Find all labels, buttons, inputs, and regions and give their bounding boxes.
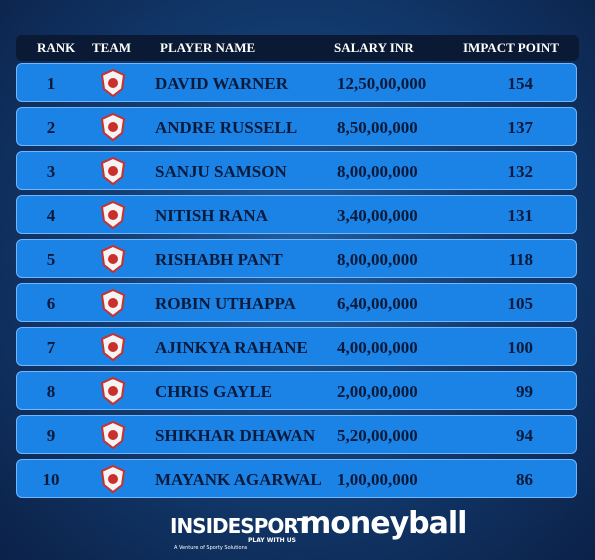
player-name: ROBIN UTHAPPA	[155, 294, 296, 313]
impact-point: 94	[516, 426, 533, 445]
rank: 5	[46, 250, 56, 269]
header-team: TEAM	[92, 40, 131, 55]
brand: INSIDESPORT	[170, 514, 310, 538]
salary: 8,50,00,000	[337, 118, 418, 137]
rank: 2	[46, 118, 56, 137]
rank: 10	[42, 470, 60, 489]
table-row: 10 MAYANK AGARWAL 1,00,00,000 86	[16, 459, 577, 498]
impact-point: 132	[507, 162, 534, 181]
rank: 9	[46, 426, 56, 445]
team-logo	[100, 332, 126, 362]
impact-point: 118	[508, 250, 533, 269]
rank: 6	[46, 294, 56, 313]
rank: 1	[46, 74, 56, 93]
impact-point: 86	[516, 470, 533, 489]
impact-point: 131	[507, 206, 534, 225]
team-logo	[100, 156, 126, 186]
impact-point: 137	[507, 118, 534, 137]
team-logo	[100, 376, 126, 406]
team-logo	[100, 244, 126, 274]
header-player: PLAYER NAME	[160, 40, 256, 55]
salary: 6,40,00,000	[337, 294, 418, 313]
impact-point: 154	[507, 74, 534, 93]
salary: 8,00,00,000	[337, 162, 418, 181]
player-name: SANJU SAMSON	[155, 162, 287, 181]
table-row: 6 ROBIN UTHAPPA 6,40,00,000 105	[16, 283, 577, 322]
header-salary: SALARY INR	[334, 40, 414, 55]
salary: 3,40,00,000	[337, 206, 418, 225]
salary: 5,20,00,000	[337, 426, 418, 445]
player-name: CHRIS GAYLE	[155, 382, 272, 401]
header-rank: RANK	[37, 40, 76, 55]
rank: 8	[46, 382, 56, 401]
table-row: 9 SHIKHAR DHAWAN 5,20,00,000 94	[16, 415, 577, 454]
impact-point: 105	[507, 294, 534, 313]
impact-point: 100	[507, 338, 534, 357]
salary: 1,00,00,000	[337, 470, 418, 489]
table-row: 7 AJINKYA RAHANE 4,00,00,000 100	[16, 327, 577, 366]
tagline: PLAY WITH US	[248, 537, 296, 544]
player-name: MAYANK AGARWAL	[155, 470, 322, 489]
table-row: 5 RISHABH PANT 8,00,00,000 118	[16, 239, 577, 278]
team-logo	[100, 420, 126, 450]
player-name: NITISH RANA	[155, 206, 268, 225]
header-bar: RANK TEAM PLAYER NAME SALARY INR IMPACT …	[16, 35, 579, 61]
team-logo	[100, 200, 126, 230]
team-logo	[100, 68, 126, 98]
team-logo	[100, 288, 126, 318]
salary: 2,00,00,000	[337, 382, 418, 401]
rank: 7	[46, 338, 56, 357]
player-name: DAVID WARNER	[155, 74, 289, 93]
table-row: 8 CHRIS GAYLE 2,00,00,000 99	[16, 371, 577, 410]
partner: moneyball	[300, 506, 467, 541]
player-name: ANDRE RUSSELL	[155, 118, 298, 137]
table-row: 1 DAVID WARNER 12,50,00,000 154	[16, 63, 577, 102]
team-logo	[100, 464, 126, 494]
table-row: 2 ANDRE RUSSELL 8,50,00,000 137	[16, 107, 577, 146]
player-name: SHIKHAR DHAWAN	[155, 426, 316, 445]
rank: 3	[46, 162, 56, 181]
header-impact: IMPACT POINT	[463, 40, 559, 55]
salary: 4,00,00,000	[337, 338, 418, 357]
table-row: 3 SANJU SAMSON 8,00,00,000 132	[16, 151, 577, 190]
impact-point: 99	[516, 382, 533, 401]
player-name: AJINKYA RAHANE	[155, 338, 308, 357]
team-logo	[100, 112, 126, 142]
rank: 4	[46, 206, 56, 225]
player-name: RISHABH PANT	[155, 250, 283, 269]
salary: 8,00,00,000	[337, 250, 418, 269]
salary: 12,50,00,000	[337, 74, 427, 93]
venture: A Venture of Sporty Solutions	[174, 545, 248, 551]
table-row: 4 NITISH RANA 3,40,00,000 131	[16, 195, 577, 234]
